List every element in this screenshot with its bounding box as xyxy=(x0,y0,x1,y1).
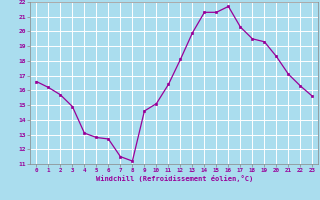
X-axis label: Windchill (Refroidissement éolien,°C): Windchill (Refroidissement éolien,°C) xyxy=(96,175,253,182)
